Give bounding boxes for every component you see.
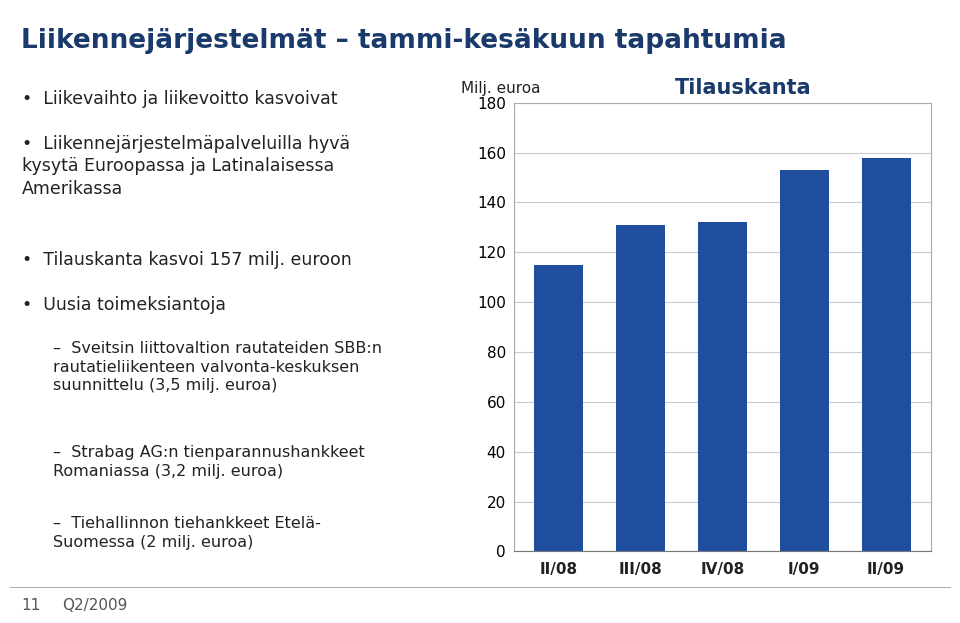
Text: Liikennejärjestelmät – tammi-kesäkuun tapahtumia: Liikennejärjestelmät – tammi-kesäkuun ta… <box>21 28 787 54</box>
Bar <box>698 222 747 551</box>
Bar <box>616 225 665 551</box>
Text: Tilauskanta: Tilauskanta <box>675 78 811 98</box>
Text: –  Tiehallinnon tiehankkeet Etelä-
Suomessa (2 milj. euroa): – Tiehallinnon tiehankkeet Etelä- Suomes… <box>54 516 322 549</box>
Bar <box>534 265 583 551</box>
Text: –  Sveitsin liittovaltion rautateiden SBB:n
rautatieliikenteen valvonta-keskukse: – Sveitsin liittovaltion rautateiden SBB… <box>54 341 382 393</box>
Text: Q2/2009: Q2/2009 <box>62 599 128 614</box>
Text: –  Ratahallintokeskuksen Kehäradan
suunnittelu (1 milj. euroa): – Ratahallintokeskuksen Kehäradan suunni… <box>54 587 344 621</box>
Bar <box>861 158 911 551</box>
Text: •  Liikevaihto ja liikevoitto kasvoivat: • Liikevaihto ja liikevoitto kasvoivat <box>22 90 337 108</box>
Text: Milj. euroa: Milj. euroa <box>461 81 540 96</box>
Text: •  Uusia toimeksiantoja: • Uusia toimeksiantoja <box>22 296 226 314</box>
Text: 11: 11 <box>21 599 40 614</box>
Bar <box>780 170 828 551</box>
Text: •  Liikennejärjestelmäpalveluilla hyvä
kysytä Euroopassa ja Latinalaisessa
Ameri: • Liikennejärjestelmäpalveluilla hyvä ky… <box>22 135 349 198</box>
Text: –  Strabag AG:n tienparannushankkeet
Romaniassa (3,2 milj. euroa): – Strabag AG:n tienparannushankkeet Roma… <box>54 445 365 478</box>
Text: •  Tilauskanta kasvoi 157 milj. euroon: • Tilauskanta kasvoi 157 milj. euroon <box>22 251 351 269</box>
